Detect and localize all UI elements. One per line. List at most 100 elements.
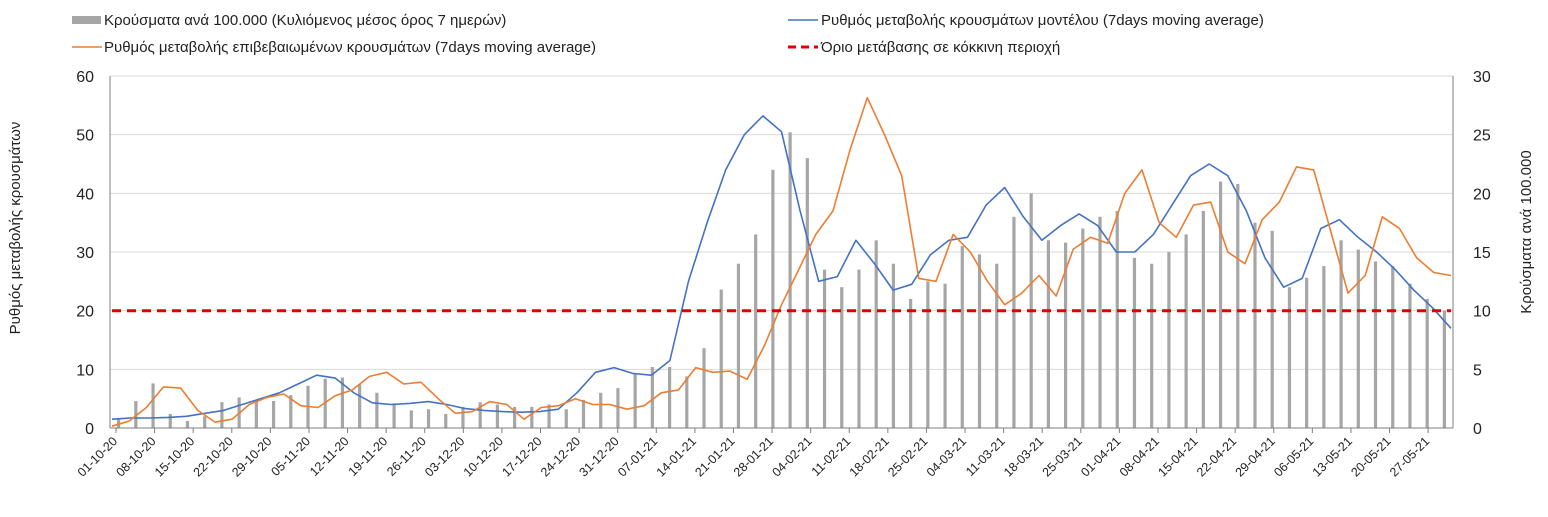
- bar: [1391, 266, 1395, 428]
- bar: [426, 409, 431, 428]
- bar: [1218, 181, 1223, 428]
- bar: [1322, 266, 1326, 428]
- bar: [788, 132, 792, 428]
- bar: [857, 269, 861, 428]
- legend-item-model: Ρυθμός μεταβολής κρουσμάτων μοντέλου (7d…: [788, 12, 1264, 29]
- bar: [409, 410, 413, 428]
- bar: [151, 383, 155, 428]
- legend: Κρούσματα ανά 100.000 (Κυλιόμενος μέσος …: [72, 12, 1264, 56]
- bar: [754, 234, 758, 428]
- x-tick-label: 29-04-21: [1233, 434, 1278, 479]
- bar: [1098, 216, 1102, 428]
- x-tick-label: 28-01-21: [731, 434, 776, 479]
- bar: [736, 263, 741, 428]
- bar: [392, 403, 396, 428]
- bar: [977, 254, 982, 428]
- y-axis-title-left: Ρυθμός μεταβολής κρουσμάτων: [7, 122, 24, 335]
- x-tick-label: 22-04-21: [1194, 434, 1239, 479]
- x-tick-label: 21-01-21: [692, 434, 737, 479]
- bar: [444, 413, 448, 428]
- bar: [168, 413, 172, 428]
- bar: [960, 246, 964, 428]
- x-tick-label: 05-11-20: [268, 434, 313, 479]
- bar: [1132, 257, 1137, 428]
- bar: [822, 269, 827, 428]
- bar: [891, 263, 896, 428]
- bar: [840, 287, 844, 428]
- bar: [358, 384, 362, 428]
- x-tick-label: 19-11-20: [346, 434, 391, 479]
- bar: [271, 401, 276, 428]
- legend-label-threshold: Όριο μετάβασης σε κόκκινη περιοχή: [820, 39, 1060, 56]
- bar: [943, 283, 947, 428]
- legend-label-model: Ρυθμός μεταβολής κρουσμάτων μοντέλου (7d…: [821, 12, 1264, 29]
- bar: [1356, 249, 1360, 428]
- line-series: [111, 96, 1452, 427]
- x-tick-label: 24-12-20: [538, 434, 583, 479]
- bar: [375, 392, 379, 428]
- x-tick-label: 11-02-21: [809, 434, 854, 479]
- x-tick-label: 10-12-20: [461, 434, 506, 479]
- bar: [1373, 261, 1378, 428]
- bar: [564, 409, 568, 428]
- x-tick-label: 20-05-21: [1348, 434, 1393, 479]
- x-tick-label: 18-02-21: [847, 434, 892, 479]
- bar: [1408, 283, 1412, 428]
- bar: [633, 374, 637, 428]
- bar: [547, 404, 551, 428]
- x-tick-label: 01-04-21: [1078, 434, 1123, 479]
- y-tick-label-left: 50: [76, 128, 94, 145]
- y-tick-label-right: 10: [1473, 304, 1491, 321]
- x-tick-label: 01-10-20: [75, 434, 120, 479]
- x-tick-label: 17-12-20: [499, 434, 544, 479]
- bar: [185, 420, 190, 428]
- x-tick-label: 06-05-21: [1271, 434, 1316, 479]
- bar: [530, 406, 534, 428]
- bar: [667, 366, 672, 428]
- x-tick-label: 04-02-21: [769, 434, 814, 479]
- bar: [1442, 310, 1446, 428]
- legend-swatch-bar: [72, 16, 101, 24]
- bar: [1150, 263, 1154, 428]
- bar: [1081, 228, 1085, 428]
- bar: [289, 395, 293, 428]
- bar: [1201, 210, 1205, 428]
- bar: [1339, 240, 1343, 428]
- bar: [1012, 216, 1016, 428]
- bar: [1167, 252, 1171, 428]
- bar: [495, 404, 500, 428]
- bar: [909, 298, 913, 428]
- bar: [616, 388, 620, 428]
- bar: [1046, 240, 1050, 428]
- y-tick-label-right: 25: [1473, 128, 1491, 145]
- bar: [203, 416, 207, 428]
- bar: [719, 289, 723, 428]
- y-tick-label-left: 30: [76, 245, 94, 262]
- legend-item-confirmed: Ρυθμός μεταβολής επιβεβαιωμένων κρουσμάτ…: [72, 39, 596, 56]
- y-tick-label-left: 60: [76, 69, 94, 86]
- bar: [117, 418, 121, 428]
- legend-item-threshold: Όριο μετάβασης σε κόκκινη περιοχή: [788, 39, 1060, 56]
- x-tick-label: 25-03-21: [1040, 434, 1085, 479]
- bar: [874, 240, 878, 428]
- bar: [995, 263, 999, 428]
- bar: [771, 169, 775, 428]
- x-tick-label: 31-12-20: [577, 434, 622, 479]
- bar: [1253, 222, 1257, 428]
- x-tick-label: 14-01-21: [654, 434, 699, 479]
- x-tick-label: 04-03-21: [924, 434, 969, 479]
- y-tick-label-right: 5: [1473, 362, 1482, 379]
- bar: [1115, 210, 1119, 428]
- bar-series-cases: [117, 132, 1446, 428]
- axes: [109, 76, 1454, 433]
- bar: [1305, 277, 1309, 428]
- y-tick-label-left: 40: [76, 186, 94, 203]
- bar: [340, 377, 345, 428]
- bar: [926, 281, 930, 428]
- x-tick-label: 07-01-21: [615, 434, 660, 479]
- y-tick-label-left: 20: [76, 304, 94, 321]
- bar: [599, 392, 603, 428]
- y-tick-label-right: 0: [1473, 421, 1482, 438]
- bar: [478, 402, 482, 428]
